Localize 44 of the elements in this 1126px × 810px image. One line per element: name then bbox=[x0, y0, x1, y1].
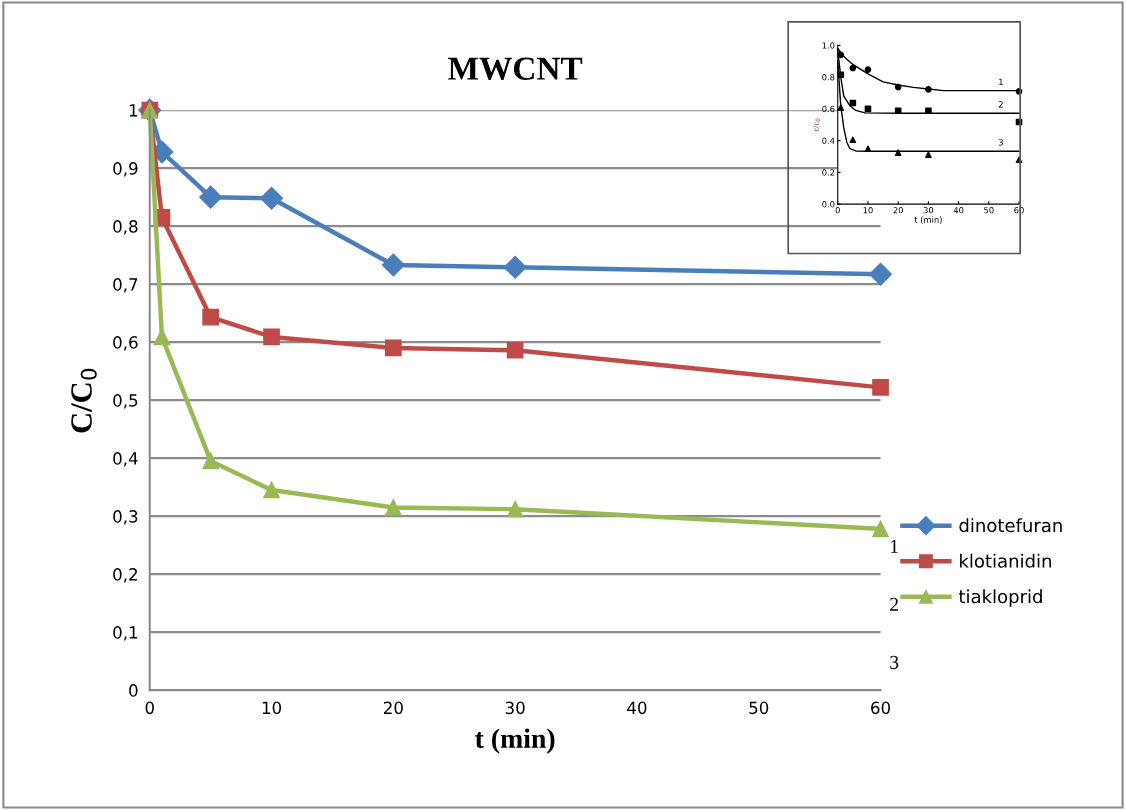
annotation: 1 bbox=[999, 78, 1003, 85]
x-axis-title: t (min) bbox=[475, 728, 555, 754]
y-tick-label: 0,9 bbox=[113, 162, 138, 177]
text: 2 bbox=[890, 597, 898, 611]
y-tick-label: 0,7 bbox=[113, 278, 138, 293]
y-tick-label: 0,8 bbox=[113, 220, 138, 235]
y-tick-label: 1 bbox=[129, 104, 138, 117]
y-tick-label: 0.2 bbox=[822, 169, 835, 176]
x-tick-label: 50 bbox=[984, 207, 994, 214]
x-tick-label: 40 bbox=[953, 207, 964, 214]
y-tick-label: 0,4 bbox=[113, 452, 138, 467]
chart-title: MWCNT bbox=[448, 57, 583, 81]
x-tick-label: 20 bbox=[893, 207, 903, 214]
x-tick-label: 30 bbox=[923, 207, 934, 214]
y-tick-label: 0.0 bbox=[822, 201, 835, 208]
x-tick-label: 30 bbox=[505, 701, 525, 715]
x-tick-label: 60 bbox=[871, 701, 891, 715]
text: 3 bbox=[890, 655, 899, 669]
y-tick-label: 0,1 bbox=[113, 626, 138, 641]
y-tick-label: 0,6 bbox=[113, 336, 138, 351]
y-tick-label: 0.6 bbox=[822, 105, 835, 113]
annotation: 2 bbox=[998, 101, 1003, 108]
y-tick-label: 0,5 bbox=[113, 394, 138, 409]
x-tick-label: 10 bbox=[863, 207, 873, 214]
y-axis-title: c/c$_{0}$ bbox=[813, 118, 820, 132]
y-tick-label: 1.0 bbox=[822, 42, 835, 49]
annotation: 3 bbox=[998, 139, 1003, 146]
legend-label: dinotefuran bbox=[959, 518, 1062, 533]
x-tick-label: 10 bbox=[262, 701, 282, 715]
y-tick-label: 0,3 bbox=[113, 510, 138, 525]
y-tick-label: 0,2 bbox=[113, 568, 137, 583]
x-tick-label: 50 bbox=[749, 701, 769, 715]
legend-label: klotianidin bbox=[960, 553, 1051, 568]
y-axis-title: C/C$_{0}$ bbox=[71, 368, 97, 433]
y-tick-label: 0.4 bbox=[822, 137, 835, 144]
y-tick-label: 0 bbox=[129, 684, 138, 697]
x-tick-label: 0 bbox=[835, 207, 840, 214]
x-axis-title: t (min) bbox=[914, 216, 942, 224]
y-tick-label: 0.8 bbox=[822, 74, 835, 81]
text: 1 bbox=[891, 539, 898, 553]
x-tick-label: 0 bbox=[145, 701, 154, 715]
legend-label: tiakloprid bbox=[958, 589, 1042, 607]
x-tick-label: 20 bbox=[383, 701, 403, 715]
x-tick-label: 40 bbox=[627, 701, 647, 715]
